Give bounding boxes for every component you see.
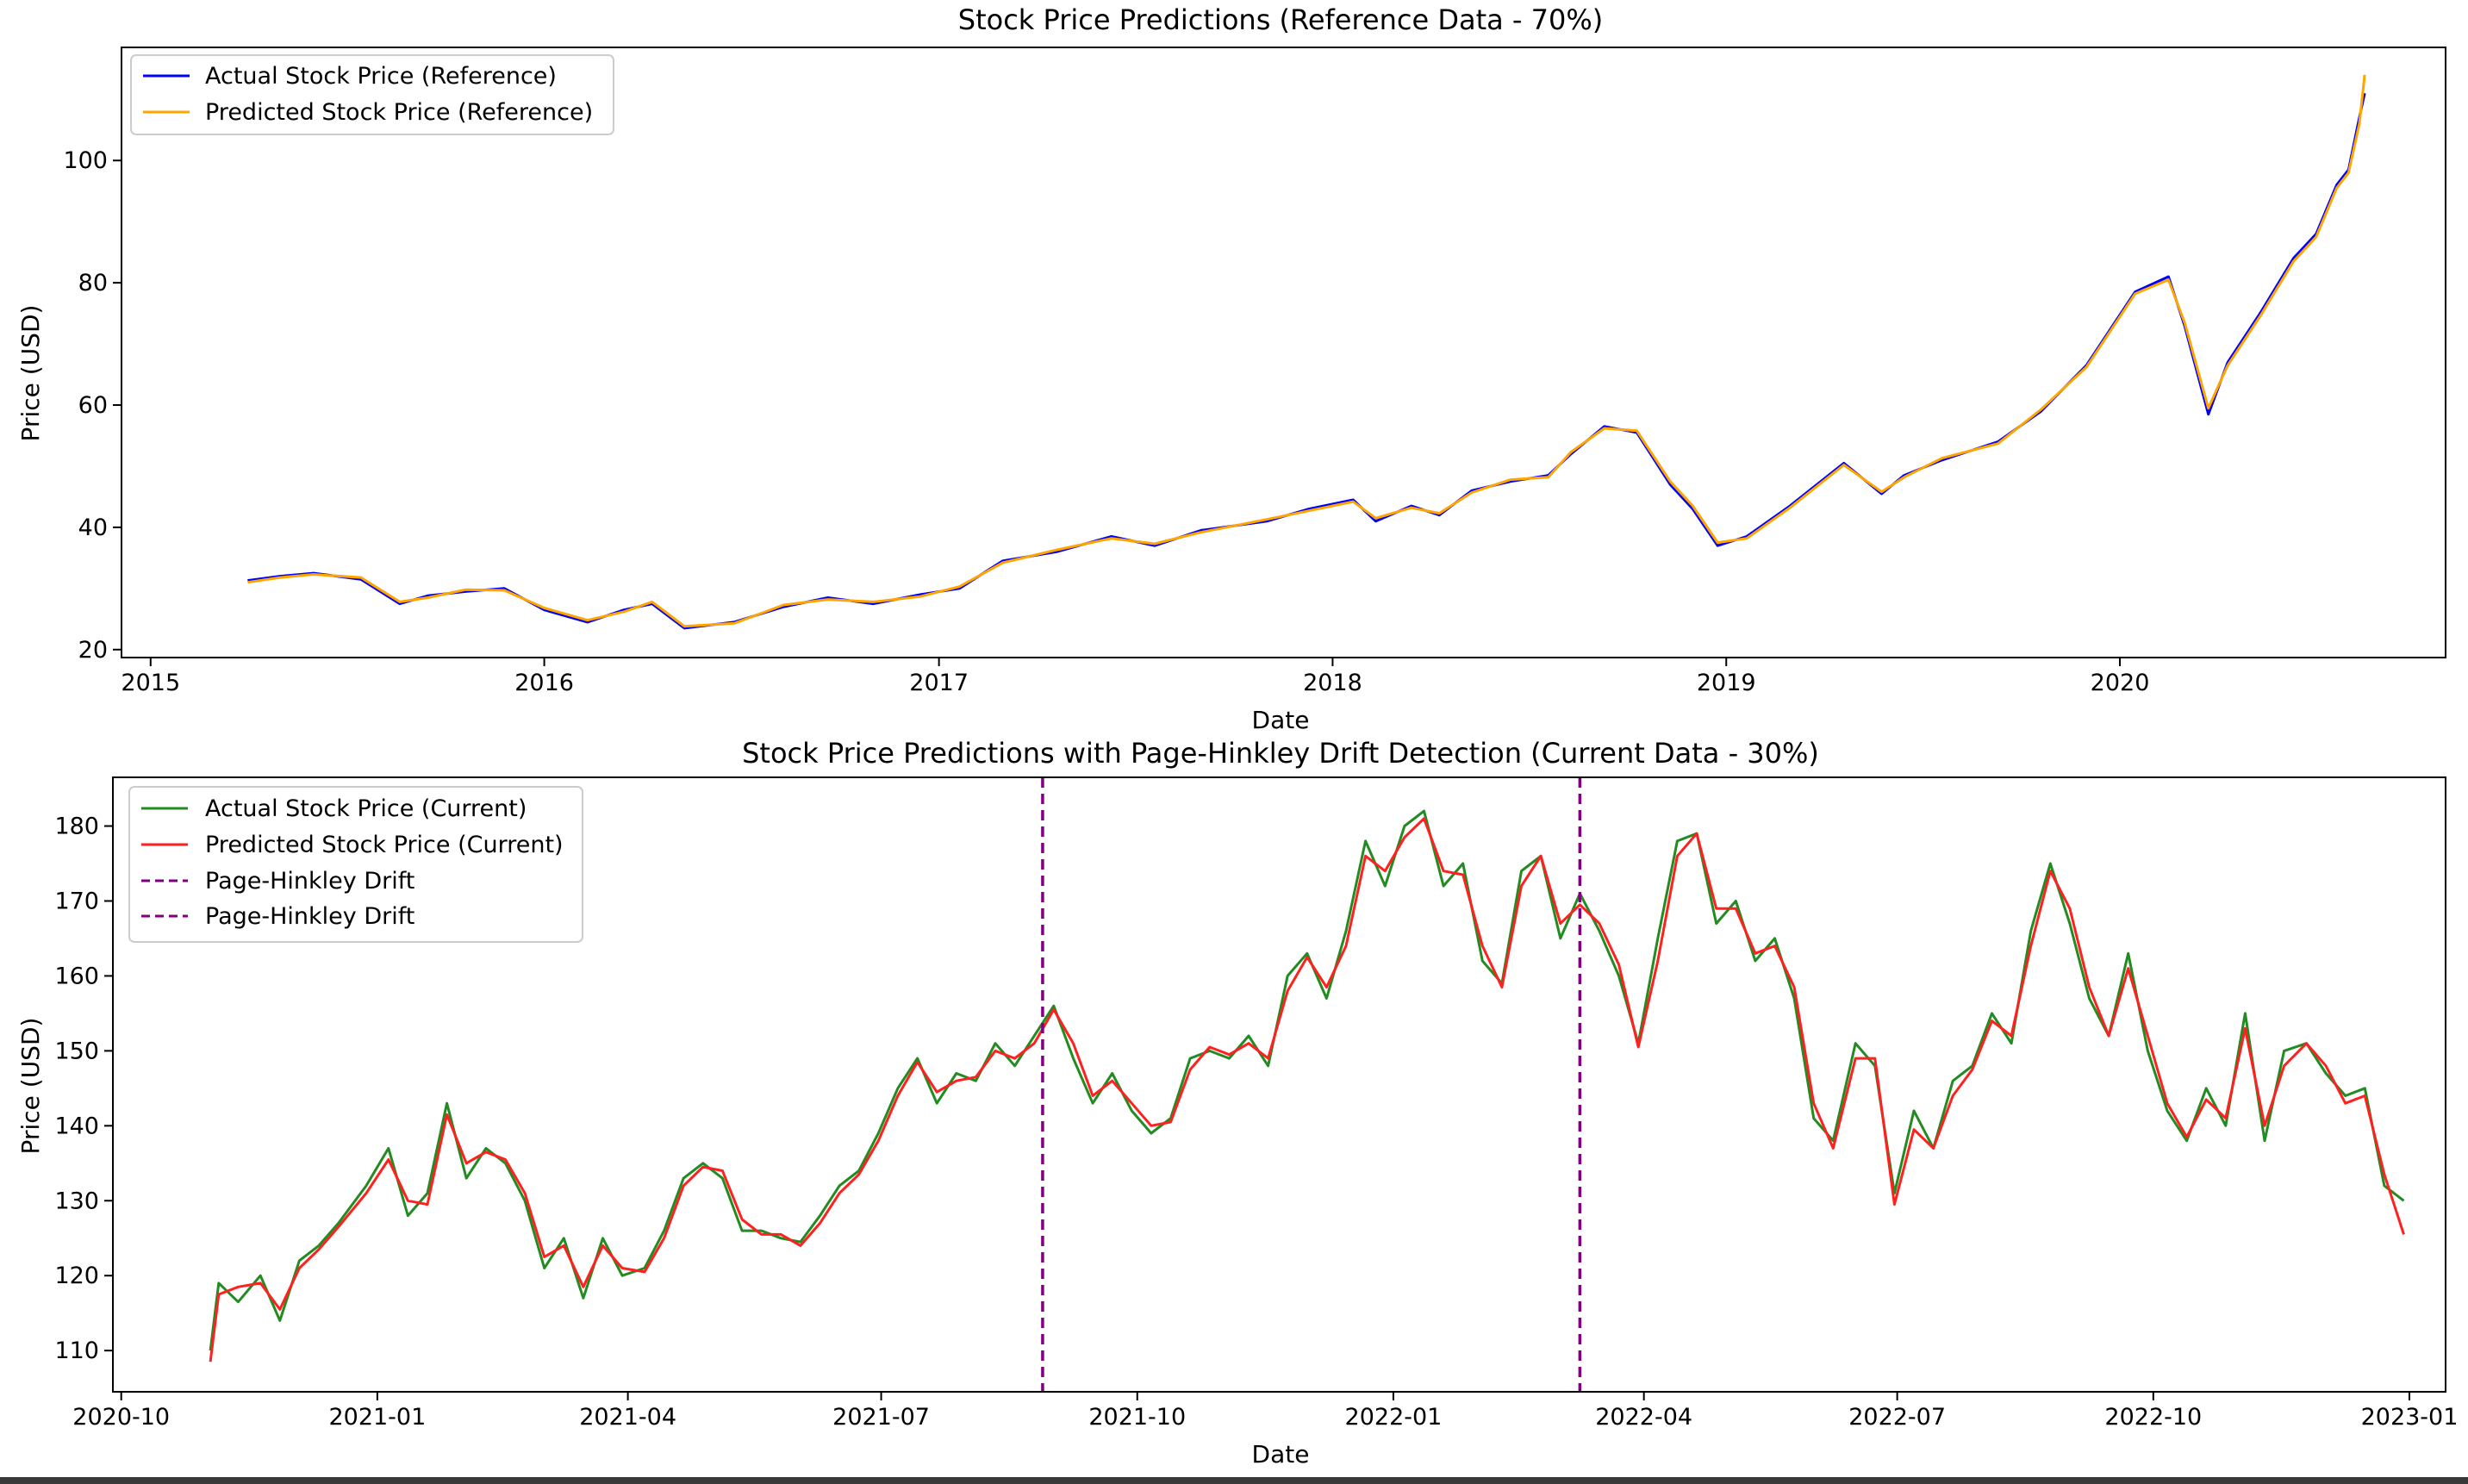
x-tick-label: 2022-07: [1848, 1404, 1946, 1431]
subplot-reference: Stock Price Predictions (Reference Data …: [16, 3, 2446, 734]
y-tick-label: 60: [78, 392, 108, 419]
y-tick-label: 180: [54, 814, 99, 840]
y-tick-label: 170: [54, 888, 99, 914]
series-predicted-current: [209, 817, 2405, 1362]
x-tick-label: 2020-10: [72, 1404, 170, 1431]
x-tick-label: 2016: [514, 670, 574, 696]
legend-label-drift-1: Page-Hinkley Drift: [205, 868, 414, 895]
y-tick-label: 130: [54, 1188, 99, 1214]
y-tick-label: 160: [54, 963, 99, 989]
plot-area-frame-reference: [121, 47, 2446, 658]
x-axis-ticks-current: 2020-10 2021-01 2021-04 2021-07 2021-10 2022-…: [72, 1392, 2458, 1431]
y-tick-label: 110: [54, 1337, 99, 1364]
x-tick-label: 2018: [1303, 670, 1362, 696]
legend-current: Actual Stock Price (Current) Predicted S…: [128, 786, 583, 943]
legend-box-current: [128, 786, 583, 943]
x-tick-label: 2015: [121, 670, 180, 696]
x-tick-label: 2021-07: [832, 1404, 930, 1431]
x-tick-label: 2020: [2091, 670, 2150, 696]
chart-title-current: Stock Price Predictions with Page-Hinkle…: [742, 737, 1819, 770]
x-axis-label-reference: Date: [1252, 706, 1310, 734]
legend-label-actual-reference: Actual Stock Price (Reference): [205, 63, 557, 90]
legend-reference: Actual Stock Price (Reference) Predicted…: [130, 54, 614, 135]
chart-title-reference: Stock Price Predictions (Reference Data …: [958, 3, 1603, 36]
x-axis-label-current: Date: [1252, 1440, 1310, 1468]
plot-area-frame-current: [112, 776, 2446, 1393]
y-tick-label: 140: [54, 1113, 99, 1139]
x-tick-label: 2021-01: [328, 1404, 426, 1431]
legend-label-predicted-reference: Predicted Stock Price (Reference): [205, 99, 593, 126]
y-tick-label: 150: [54, 1038, 99, 1064]
series-actual-current: [209, 809, 2405, 1351]
x-tick-label: 2021-04: [579, 1404, 676, 1431]
y-axis-ticks-reference: 20 40 60 80 100: [63, 147, 122, 664]
y-axis-label-reference: Price (USD): [16, 305, 45, 442]
x-tick-label: 2021-10: [1088, 1404, 1186, 1431]
legend-label-drift-2: Page-Hinkley Drift: [205, 903, 414, 930]
x-tick-label: 2022-10: [2104, 1404, 2202, 1431]
legend-box-reference: [130, 54, 614, 135]
legend-label-predicted-current: Predicted Stock Price (Current): [205, 832, 564, 858]
x-tick-label: 2022-04: [1595, 1404, 1692, 1431]
y-tick-label: 100: [63, 147, 108, 174]
x-tick-label: 2017: [909, 670, 969, 696]
y-tick-label: 40: [78, 514, 108, 541]
y-axis-label-current: Price (USD): [16, 1018, 45, 1155]
series-group-reference: [247, 74, 2366, 630]
subplot-current: Stock Price Predictions with Page-Hinkle…: [16, 737, 2458, 1468]
x-tick-label: 2023-01: [2361, 1404, 2459, 1431]
y-tick-label: 20: [78, 637, 108, 664]
window-bottom-strip: [0, 1477, 2468, 1484]
y-axis-ticks-current: 110 120 130 140 150 160 170 180: [54, 814, 113, 1364]
x-axis-ticks-reference: 2015 2016 2017 2018 2019 2020: [121, 658, 2149, 696]
y-tick-label: 80: [78, 270, 108, 296]
legend-label-actual-current: Actual Stock Price (Current): [205, 795, 527, 822]
x-tick-label: 2022-01: [1345, 1404, 1443, 1431]
series-actual-reference: [247, 92, 2366, 630]
series-group-current: [209, 777, 2405, 1392]
x-tick-label: 2019: [1697, 670, 1756, 696]
series-predicted-reference: [247, 74, 2366, 628]
y-tick-label: 120: [54, 1263, 99, 1289]
